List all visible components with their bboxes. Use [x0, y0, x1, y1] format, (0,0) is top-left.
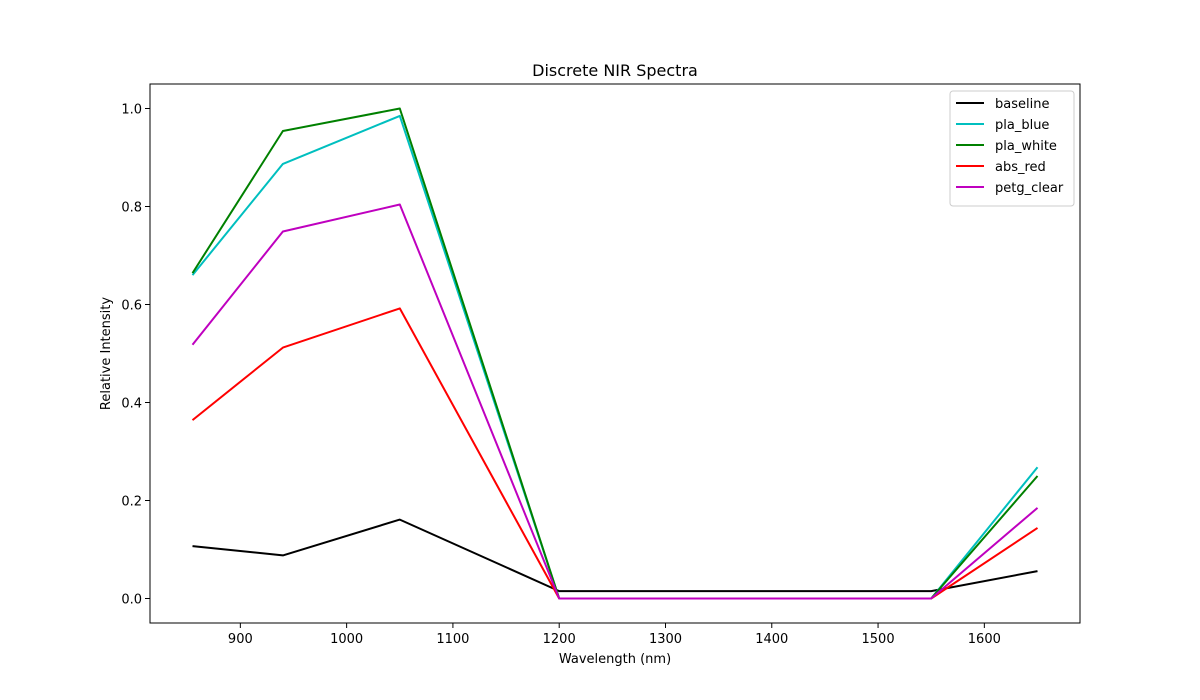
- series-lines: [191, 107, 1039, 600]
- plot-frame: [149, 83, 1081, 624]
- x-tick-label: 1400: [755, 632, 788, 647]
- legend-label: baseline: [995, 97, 1049, 112]
- y-tick-label: 0.0: [121, 593, 142, 608]
- legend: baseline pla_blue pla_white abs_red petg_cle…: [949, 90, 1075, 207]
- y-tick-label: 1.0: [121, 103, 142, 118]
- y-tick-label: 0.4: [121, 397, 142, 412]
- legend-label: abs_red: [995, 160, 1046, 175]
- x-tick-label: 1100: [436, 632, 469, 647]
- y-tick-label: 0.6: [121, 299, 142, 314]
- series-line-pla-white: [191, 107, 1039, 600]
- x-tick-label: 1500: [862, 632, 895, 647]
- x-tick-label: 1600: [968, 632, 1001, 647]
- legend-label: pla_blue: [995, 118, 1049, 133]
- series-line-petg-clear: [191, 203, 1039, 600]
- ticks: 900 1000 1100 1200 1300 1400 1500 1600 0.0 0.2 0.4…: [121, 103, 1001, 648]
- x-tick-label: 900: [228, 632, 253, 647]
- legend-label: pla_white: [995, 139, 1057, 154]
- y-axis-label: Relative Intensity: [99, 297, 114, 410]
- legend-label: petg_clear: [995, 181, 1064, 196]
- y-tick-label: 0.8: [121, 201, 142, 216]
- y-tick-label: 0.2: [121, 495, 142, 510]
- x-tick-label: 1200: [543, 632, 576, 647]
- x-tick-label: 1300: [649, 632, 682, 647]
- x-tick-label: 1000: [330, 632, 363, 647]
- x-axis-label: Wavelength (nm): [559, 652, 671, 667]
- legend-box: [949, 90, 1075, 207]
- series-line-abs-red: [191, 307, 1039, 600]
- chart-title: Discrete NIR Spectra: [532, 61, 698, 80]
